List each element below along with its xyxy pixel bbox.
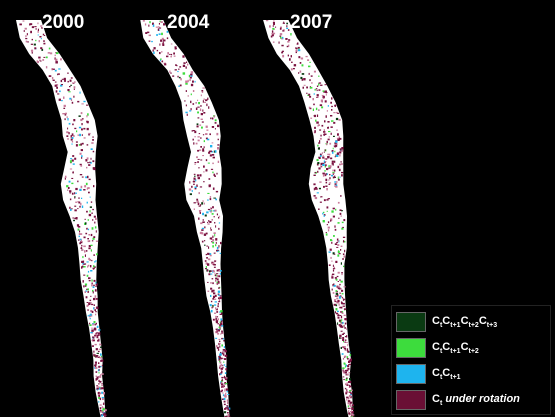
map-legend: CtCt+1Ct+2Ct+3 CtCt+1Ct+2 CtCt+1 Ct unde… — [391, 305, 551, 415]
map-panel-2004 — [140, 20, 231, 417]
map-panel-2000 — [16, 20, 107, 417]
year-label-2007: 2007 — [290, 12, 333, 33]
legend-item-four-year: CtCt+1Ct+2Ct+3 — [396, 310, 546, 334]
year-label-2000: 2000 — [42, 12, 85, 33]
legend-swatch — [396, 312, 426, 332]
legend-swatch — [396, 390, 426, 410]
legend-item-two-year: CtCt+1 — [396, 362, 546, 386]
legend-label: Ct under rotation — [432, 393, 520, 408]
map-panel-2007 — [263, 20, 356, 417]
valley-land — [16, 20, 106, 417]
legend-label: CtCt+1Ct+2 — [432, 341, 479, 356]
legend-label: CtCt+1Ct+2Ct+3 — [432, 315, 498, 330]
legend-label: CtCt+1 — [432, 367, 461, 382]
legend-swatch — [396, 338, 426, 358]
legend-swatch — [396, 364, 426, 384]
year-label-2004: 2004 — [167, 12, 210, 33]
legend-item-three-year: CtCt+1Ct+2 — [396, 336, 546, 360]
valley-land — [140, 20, 230, 417]
valley-land — [263, 20, 354, 417]
legend-item-rotation: Ct under rotation — [396, 388, 546, 412]
